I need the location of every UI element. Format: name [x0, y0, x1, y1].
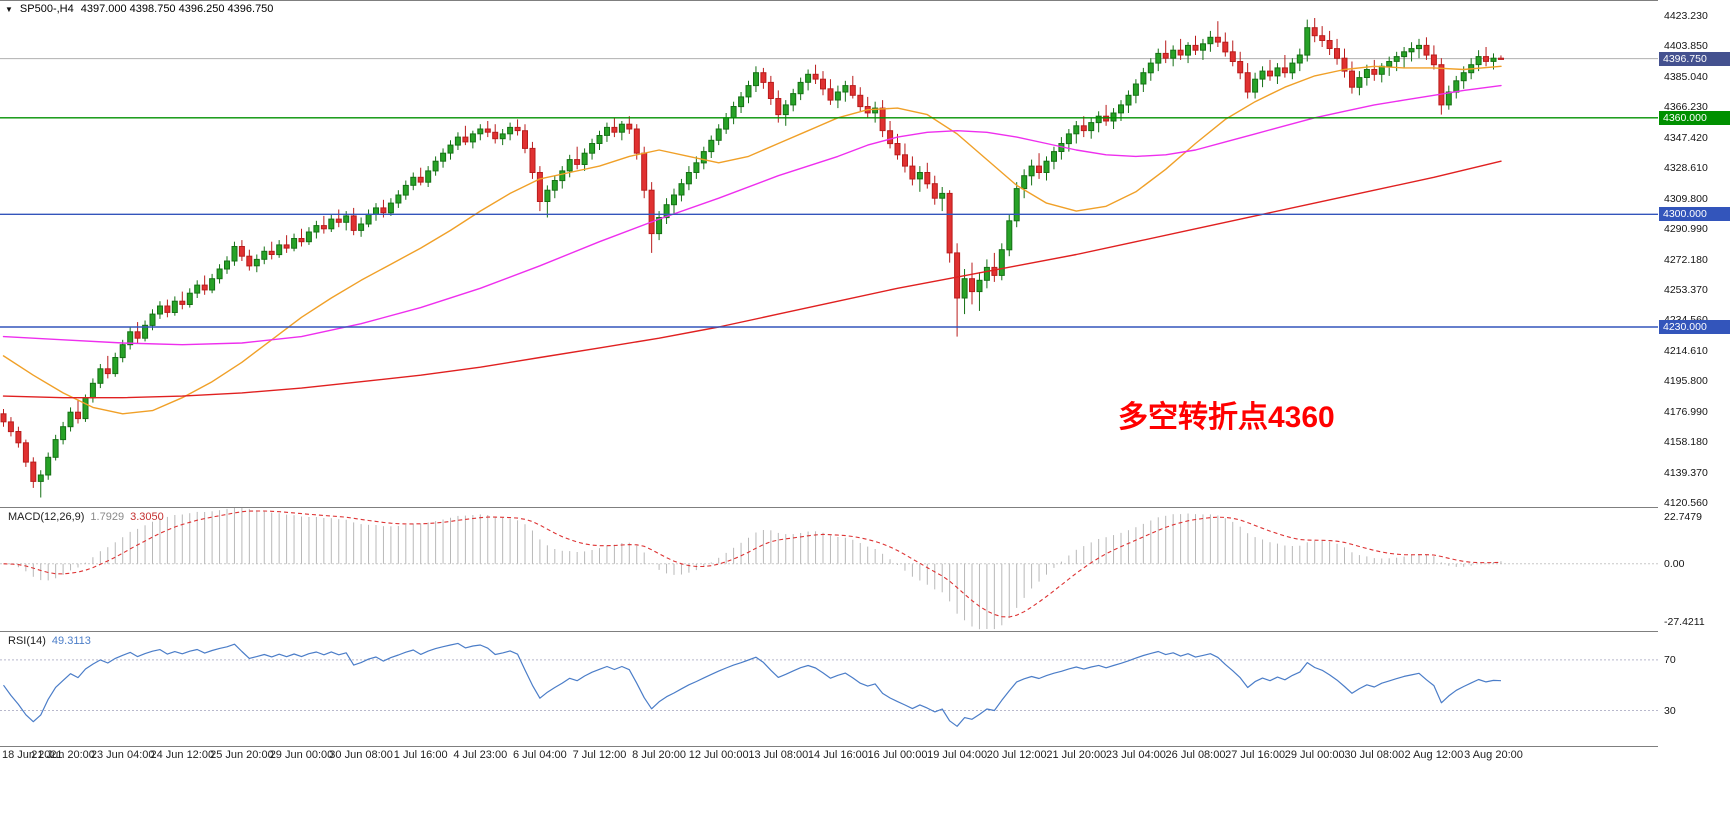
price-axis-label: 4366.230: [1664, 101, 1708, 114]
time-axis-label: 23 Jun 04:00: [90, 749, 155, 761]
price-axis-label: 4120.560: [1664, 497, 1708, 509]
time-axis-label: 13 Jul 08:00: [748, 749, 809, 761]
time-axis-label: 20 Jul 12:00: [986, 749, 1047, 761]
time-axis-label: 21 Jul 20:00: [1046, 749, 1107, 761]
macd-main-value: 1.7929: [90, 511, 125, 523]
price-line-badge-4230.000: 4230.000: [1659, 319, 1730, 334]
time-axis-label: 27 Jul 16:00: [1225, 749, 1286, 761]
price-axis-label: 4309.800: [1664, 192, 1708, 205]
time-axis-label: 14 Jul 16:00: [807, 749, 868, 761]
macd-label: MACD(12,26,9) 1.7929 3.3050: [8, 511, 164, 523]
panel-splitter-macd[interactable]: [0, 507, 1731, 508]
rsi-label: RSI(14) 49.3113: [8, 635, 91, 647]
price-axis-label: 4403.850: [1664, 40, 1708, 53]
time-axis-label: 8 Jul 20:00: [632, 749, 687, 761]
current-price-badge: 4396.750: [1659, 51, 1730, 66]
time-axis-label: 7 Jul 12:00: [572, 749, 627, 761]
price-line-badge-4300.000: 4300.000: [1659, 207, 1730, 222]
price-axis-label: 4158.180: [1664, 436, 1708, 449]
time-axis-label: 12 Jul 00:00: [688, 749, 749, 761]
symbol-timeframe-label: SP500-,H4: [19, 3, 74, 15]
macd-signal-value: 3.3050: [130, 511, 164, 523]
price-line-badge-4360.000: 4360.000: [1659, 110, 1730, 125]
macd-indicator-panel[interactable]: [0, 508, 1658, 631]
price-axis-label: 4176.990: [1664, 405, 1708, 418]
panel-splitter-rsi[interactable]: [0, 631, 1731, 632]
time-axis-label: 2 Aug 12:00: [1404, 749, 1464, 761]
time-axis-label: 3 Aug 20:00: [1464, 749, 1523, 761]
rsi-name: RSI(14): [8, 635, 46, 647]
rsi-value: 49.3113: [51, 635, 91, 647]
price-axis-label: 4328.610: [1664, 162, 1708, 175]
time-axis-label: 1 Jul 16:00: [393, 749, 448, 761]
price-axis-label: 4272.180: [1664, 253, 1708, 266]
time-axis-label: 16 Jul 00:00: [867, 749, 928, 761]
time-axis-label: 29 Jun 00:00: [269, 749, 334, 761]
time-axis-label: 21 Jun 20:00: [31, 749, 95, 761]
time-axis-label: 29 Jul 00:00: [1284, 749, 1345, 761]
price-axis-label: 4423.230: [1664, 10, 1708, 22]
time-axis-label: 30 Jun 08:00: [329, 749, 393, 761]
time-axis-label: 30 Jul 08:00: [1344, 749, 1405, 761]
time-axis-label: 23 Jul 04:00: [1105, 749, 1166, 761]
macd-axis-max: 22.7479: [1664, 511, 1702, 523]
time-axis-label: 25 Jun 20:00: [210, 749, 274, 761]
time-axis[interactable]: 18 Jun 2021 21 Jun 20:00 23 Jun 04:00 24 Ju…: [0, 749, 1731, 765]
time-axis-border: [0, 746, 1731, 747]
time-axis-label: 24 Jun 12:00: [150, 749, 215, 761]
rsi-axis-level: 30: [1664, 704, 1676, 717]
ohlc-values: 4397.000 4398.750 4396.250 4396.750: [80, 3, 274, 15]
price-axis-label: 4139.370: [1664, 466, 1708, 479]
macd-name: MACD(12,26,9): [8, 511, 85, 523]
window-top-border: [0, 0, 1731, 1]
price-axis-label: 4290.990: [1664, 223, 1708, 236]
macd-axis-zero: 0.00: [1664, 557, 1685, 570]
price-axis-label: 4385.040: [1664, 70, 1708, 83]
candlestick-chart[interactable]: [0, 0, 1658, 507]
price-axis-label: 4253.370: [1664, 283, 1708, 296]
rsi-indicator-panel[interactable]: [0, 632, 1658, 746]
annotation-text[interactable]: 多空转折点4360: [1118, 401, 1335, 434]
price-axis-label: 4195.800: [1664, 375, 1708, 388]
time-axis-label: 4 Jul 23:00: [453, 749, 508, 761]
chart-menu-icon[interactable]: ▼: [5, 4, 13, 14]
macd-axis-min: -27.4211: [1664, 616, 1705, 628]
price-axis[interactable]: 4423.230 4403.850 4385.040 4366.230 4347.420…: [1658, 0, 1731, 766]
chart-title: ▼ SP500-,H4 4397.000 4398.750 4396.250 4…: [5, 3, 273, 15]
time-axis-label: 19 Jul 04:00: [927, 749, 988, 761]
price-axis-label: 4214.610: [1664, 344, 1708, 357]
time-axis-label: 18 Jun 2021: [2, 749, 63, 761]
rsi-axis-level: 70: [1664, 653, 1676, 666]
price-axis-label: 4347.420: [1664, 131, 1708, 144]
time-axis-label: 26 Jul 08:00: [1165, 749, 1226, 761]
time-axis-label: 6 Jul 04:00: [512, 749, 567, 761]
